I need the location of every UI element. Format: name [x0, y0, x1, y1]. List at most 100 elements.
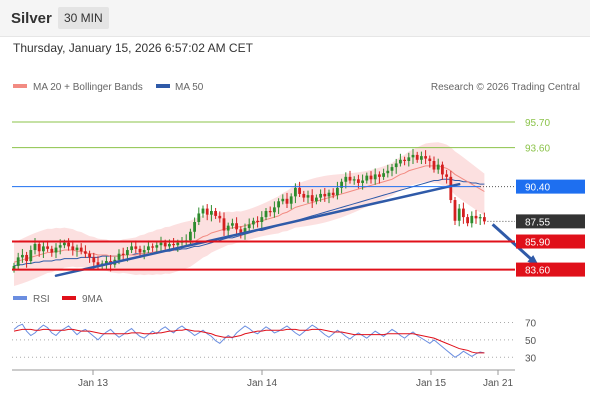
candle-body: [453, 200, 457, 221]
candle-body: [67, 242, 70, 247]
candle-body: [256, 220, 259, 222]
price-panel: [12, 142, 540, 287]
candle-body: [75, 247, 79, 251]
candle-body: [411, 154, 415, 158]
candle-body: [54, 247, 58, 253]
candle-body: [277, 201, 280, 208]
resistance-2-label: 95.70: [525, 118, 550, 129]
candle-body: [176, 242, 180, 246]
rsi-panel: 70 50 30: [12, 318, 537, 364]
candle-body: [466, 217, 469, 224]
candle-body: [403, 159, 406, 161]
candle-body: [163, 242, 167, 247]
ma50-legend-swatch: [156, 84, 170, 88]
candle-body: [117, 253, 121, 260]
rsi-tick-50: 50: [525, 336, 537, 347]
candle-body: [323, 193, 327, 197]
ma20-legend-label: MA 20 + Bollinger Bands: [33, 82, 143, 93]
candle-body: [58, 245, 62, 248]
candle-body: [210, 211, 213, 215]
candle-body: [432, 161, 436, 170]
candle-body: [46, 246, 49, 249]
candle-body: [264, 211, 268, 218]
resistance-1-label: 93.60: [525, 144, 550, 155]
chart-datetime: Thursday, January 15, 2026 6:57:02 AM CE…: [13, 41, 253, 55]
forecast-arrow: [491, 223, 539, 266]
candle-body: [29, 250, 33, 262]
candle-body: [71, 246, 75, 251]
candle-body: [155, 245, 159, 248]
x-axis: Jan 13 Jan 14 Jan 15 Jan 21: [12, 369, 515, 389]
candle-body: [96, 262, 100, 266]
candle-body: [243, 228, 247, 233]
candle-body: [386, 170, 390, 174]
candle-body: [462, 208, 465, 218]
candle-body: [281, 198, 285, 202]
current-price-label: 87.55: [525, 217, 550, 228]
candle-body: [428, 158, 432, 161]
candle-body: [348, 176, 352, 181]
candle-body: [457, 208, 461, 221]
rsi-ma-legend-label: 9MA: [82, 294, 103, 305]
timeframe-badge[interactable]: 30 MIN: [58, 7, 109, 29]
candle-body: [268, 211, 272, 213]
x-tick-label: Jan 21: [483, 378, 513, 389]
candle-body: [252, 220, 255, 225]
x-tick-label: Jan 14: [247, 378, 277, 389]
candle-body: [319, 193, 322, 198]
candle-body: [441, 164, 444, 175]
candle-body: [92, 257, 96, 263]
x-tick-label: Jan 15: [416, 378, 446, 389]
candle-body: [130, 246, 133, 251]
candle-body: [16, 257, 20, 266]
candle-body: [415, 154, 419, 160]
candle-body: [126, 250, 129, 255]
candle-body: [352, 179, 356, 181]
pivot-label: 90.40: [525, 183, 550, 194]
current-price-tag: [516, 214, 585, 229]
candle-body: [382, 173, 385, 177]
rsi-line: [13, 323, 485, 358]
candle-body: [420, 156, 423, 160]
candle-body: [138, 248, 142, 253]
candle-body: [327, 192, 331, 197]
candle-body: [424, 156, 427, 159]
candle-body: [357, 179, 360, 183]
candle-body: [273, 207, 276, 213]
candle-body: [197, 213, 201, 222]
ma50-legend-label: MA 50: [175, 82, 204, 93]
candle-body: [344, 176, 348, 182]
candle-body: [168, 243, 171, 247]
x-tick-label: Jan 13: [78, 378, 108, 389]
levels: 95.70 93.60 90.40 87.55 85.90 83.60: [12, 118, 585, 277]
bollinger-band: [14, 142, 485, 287]
candle-body: [470, 215, 474, 224]
ma20-legend-swatch: [13, 84, 27, 88]
candle-body: [205, 208, 209, 215]
candle-body: [189, 231, 192, 241]
candle-body: [25, 254, 28, 262]
candle-body: [378, 174, 381, 177]
candle-body: [172, 243, 175, 246]
candle-body: [231, 223, 234, 226]
candle-body: [105, 261, 108, 264]
candle-body: [340, 181, 343, 188]
support-2-label: 83.60: [525, 266, 550, 277]
candle-body: [260, 217, 264, 222]
candle-body: [142, 250, 146, 253]
candle-body: [306, 195, 310, 198]
credit-text: Research © 2026 Trading Central: [431, 82, 580, 93]
candle-body: [285, 198, 289, 204]
candle-body: [21, 254, 24, 258]
candle-body: [239, 229, 243, 233]
candle-body: [151, 246, 154, 248]
candle-body: [222, 218, 226, 231]
candle-body: [33, 243, 37, 251]
candle-body: [84, 251, 87, 254]
candle-body: [294, 187, 297, 197]
candle-body: [134, 246, 138, 249]
pivot-tag: [516, 179, 585, 194]
rsi-tick-30: 30: [525, 353, 537, 364]
support-1-label: 85.90: [525, 238, 550, 249]
